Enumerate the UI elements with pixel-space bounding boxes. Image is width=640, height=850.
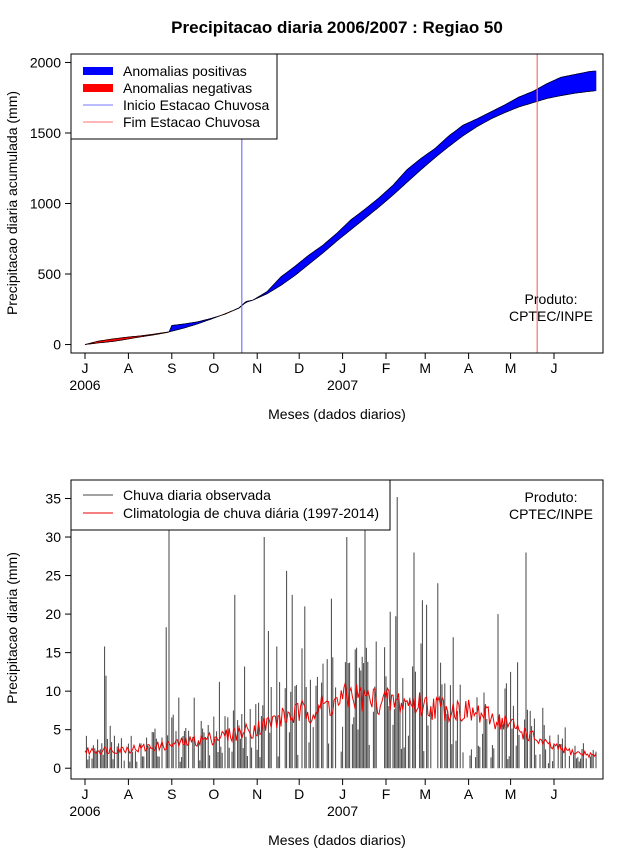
bot-1-x-tick-label: A (124, 786, 134, 802)
top-product-label-line1: Produto: (525, 291, 578, 307)
chart-title: Precipitacao diaria 2006/2007 : Regiao 5… (171, 18, 503, 37)
bottom-product-label-line1: Produto: (525, 489, 578, 505)
bot-1-x-tick-label: M (505, 786, 517, 802)
bot-1-y-tick-label: 35 (45, 490, 61, 506)
top-0-x-tick-label: A (464, 360, 474, 376)
top-0-x-tick-label: O (208, 360, 219, 376)
bot-1-y-tick-label: 15 (45, 645, 61, 661)
climatology-daily-line (84, 682, 597, 759)
top-0-y-tick-label: 0 (53, 337, 61, 353)
bottom-legend-box (70, 479, 391, 531)
top-y-axis: 0 500 1000 1500 2000 (30, 54, 71, 353)
top-0-x-tick-label: D (294, 360, 304, 376)
top-0-x-tick-label: J (551, 360, 558, 376)
bot-1-x-tick-label: F (382, 786, 391, 802)
bot-1-x-tick-label: O (208, 786, 219, 802)
legend-end-label: Fim Estacao Chuvosa (123, 114, 260, 130)
bottom-legend: Chuva diaria observada Climatologia de c… (70, 479, 391, 531)
bot-1-year-label: 2006 (69, 803, 100, 819)
bot-1-y-tick-label: 5 (53, 722, 61, 738)
bottom-product-label-line2: CPTEC/INPE (509, 506, 593, 522)
top-y-axis-label: Precipitacao diaria acumulada (mm) (4, 91, 20, 315)
bot-1-y-tick-label: 30 (45, 529, 61, 545)
bot-1-y-tick-label: 0 (53, 760, 61, 776)
top-0-x-tick-label: A (124, 360, 134, 376)
bot-1-x-tick-label: N (252, 786, 262, 802)
top-0-x-tick-label: S (167, 360, 176, 376)
top-0-year-label: 2007 (327, 377, 358, 393)
top-0-y-tick-label: 1500 (30, 125, 61, 141)
legend-negative-label: Anomalias negativas (123, 80, 252, 96)
bot-1-y-tick-label: 25 (45, 568, 61, 584)
top-product-label-line2: CPTEC/INPE (509, 308, 593, 324)
legend-climatology-label: Climatologia de chuva diária (1997-2014) (123, 505, 379, 521)
bot-1-x-tick-label: D (294, 786, 304, 802)
top-0-x-tick-label: J (339, 360, 346, 376)
top-0-x-tick-label: F (382, 360, 391, 376)
bot-1-x-tick-label: A (464, 786, 474, 802)
bottom-y-axis: 0 5 10 15 20 25 30 35 (45, 490, 71, 776)
observed-cumulative-line (84, 70, 595, 345)
legend-observed-label: Chuva diaria observada (123, 487, 271, 503)
legend-positive-label: Anomalias positivas (123, 63, 247, 79)
top-0-x-tick-label: M (505, 360, 517, 376)
top-0-y-tick-label: 2000 (30, 54, 61, 70)
top-x-axis-label: Meses (dados diarios) (268, 406, 406, 422)
top-0-year-label: 2006 (69, 377, 100, 393)
bot-1-year-label: 2007 (327, 803, 358, 819)
bot-1-y-tick-label: 20 (45, 606, 61, 622)
top-0-y-tick-label: 1000 (30, 196, 61, 212)
bot-1-x-tick-label: J (82, 786, 89, 802)
bottom-x-axis-label: Meses (dados diarios) (268, 832, 406, 848)
top-legend: Anomalias positivas Anomalias negativas … (70, 53, 278, 140)
top-0-x-tick-label: J (82, 360, 89, 376)
bottom-y-axis-label: Precipitacao diaria (mm) (4, 552, 20, 704)
top-0-y-tick-label: 500 (38, 266, 62, 282)
bottom-plot-area (84, 496, 597, 769)
legend-onset-label: Inicio Estacao Chuvosa (123, 97, 270, 113)
bot-1-x-tick-label: S (167, 786, 176, 802)
bot-1-x-tick-label: J (551, 786, 558, 802)
top-0-x-tick-label: N (252, 360, 262, 376)
bot-1-y-tick-label: 10 (45, 683, 61, 699)
top-0-x-tick-label: M (419, 360, 431, 376)
bot-1-x-tick-label: J (339, 786, 346, 802)
bot-1-x-tick-label: M (419, 786, 431, 802)
climatology-cumulative-line (84, 90, 595, 345)
positive-anomaly-segment (594, 70, 597, 92)
